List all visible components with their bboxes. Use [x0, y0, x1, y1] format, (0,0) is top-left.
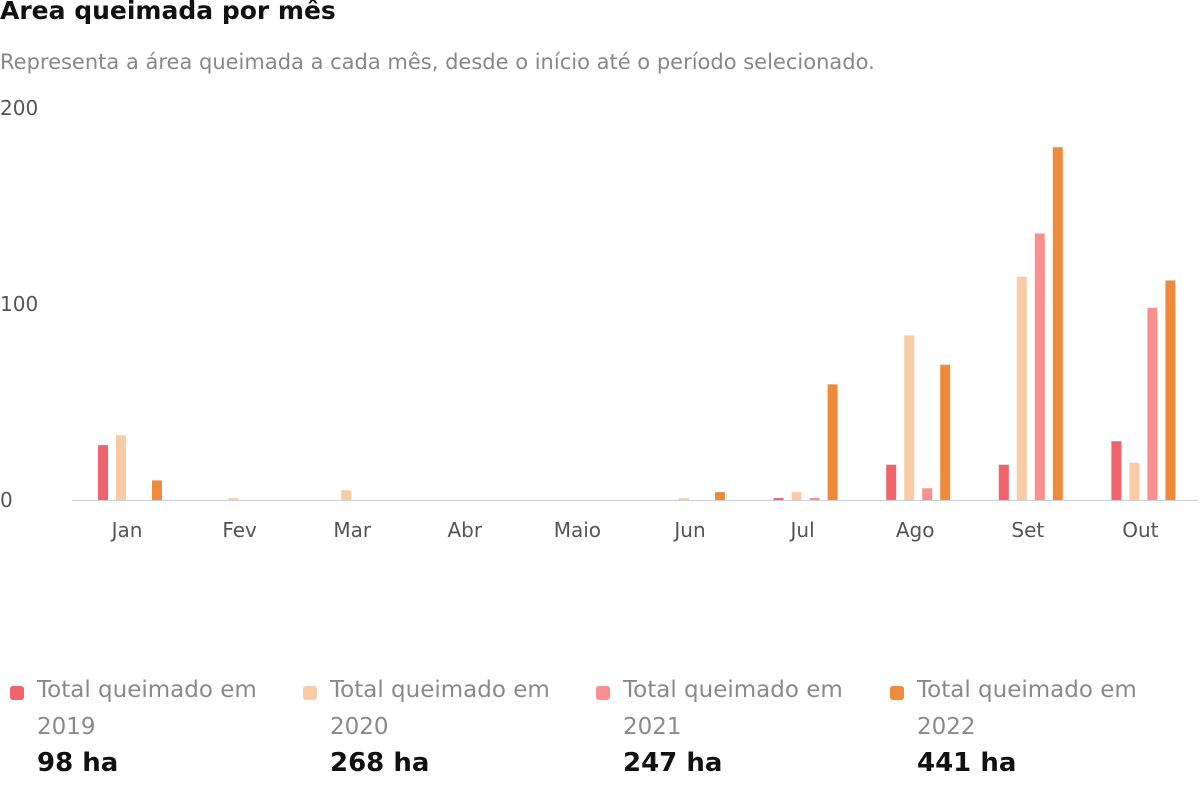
- y-axis: 0 100 200: [0, 96, 38, 512]
- x-tick-label: Set: [1011, 518, 1044, 542]
- bar[interactable]: [773, 498, 784, 500]
- x-tick-label: Jul: [789, 518, 815, 542]
- legend-swatch-2021: [596, 686, 610, 700]
- x-tick-label: Out: [1122, 518, 1158, 542]
- legend: Total queimado em 2019 98 ha Total queim…: [0, 672, 1200, 792]
- bar[interactable]: [1034, 233, 1045, 500]
- legend-total: 268 ha: [330, 748, 430, 778]
- legend-total: 247 ha: [623, 748, 723, 778]
- chart-subtitle: Representa a área queimada a cada mês, d…: [0, 50, 875, 74]
- bar[interactable]: [809, 498, 820, 500]
- bar[interactable]: [152, 480, 162, 500]
- legend-swatch-2020: [303, 686, 317, 700]
- bar[interactable]: [1111, 441, 1122, 500]
- legend-label: Total queimado em 2022: [917, 677, 1137, 740]
- bar[interactable]: [1052, 147, 1063, 500]
- x-tick-label: Maio: [554, 518, 601, 542]
- bar[interactable]: [791, 492, 802, 500]
- y-tick-label: 200: [0, 96, 38, 120]
- bar[interactable]: [228, 498, 239, 500]
- x-tick-label: Jun: [672, 518, 705, 542]
- legend-swatch-2019: [10, 686, 24, 700]
- bar[interactable]: [341, 490, 352, 500]
- bar[interactable]: [940, 364, 951, 500]
- bars-layer: [98, 147, 1176, 500]
- x-tick-label: Mar: [333, 518, 372, 542]
- legend-label: Total queimado em 2020: [330, 677, 550, 740]
- bar[interactable]: [998, 464, 1009, 500]
- bar[interactable]: [1165, 280, 1176, 500]
- bar[interactable]: [1129, 462, 1140, 500]
- legend-label: Total queimado em 2021: [623, 677, 843, 740]
- x-tick-label: Ago: [896, 518, 935, 542]
- bar[interactable]: [1147, 307, 1158, 500]
- bar[interactable]: [1016, 276, 1027, 500]
- bar[interactable]: [827, 384, 838, 500]
- bar-chart: 0 100 200 Jan Fev Mar Abr Maio Jun Jul Ago Set Out: [0, 96, 1198, 542]
- bar[interactable]: [715, 492, 725, 500]
- chart-title: Área queimada por mês: [0, 0, 336, 25]
- legend-total: 441 ha: [917, 748, 1017, 778]
- x-tick-label: Abr: [447, 518, 482, 542]
- bar[interactable]: [904, 335, 915, 500]
- bar[interactable]: [886, 464, 897, 500]
- y-tick-label: 100: [0, 292, 38, 316]
- legend-label: Total queimado em 2019: [37, 677, 257, 740]
- bar[interactable]: [922, 488, 933, 500]
- x-tick-label: Jan: [110, 518, 143, 542]
- bar[interactable]: [98, 445, 108, 500]
- x-tick-label: Fev: [222, 518, 257, 542]
- y-tick-label: 0: [0, 488, 13, 512]
- bar[interactable]: [116, 435, 126, 500]
- legend-total: 98 ha: [37, 748, 119, 778]
- legend-swatch-2022: [890, 686, 904, 700]
- bar[interactable]: [679, 498, 689, 500]
- x-axis: Jan Fev Mar Abr Maio Jun Jul Ago Set Out: [110, 518, 1159, 542]
